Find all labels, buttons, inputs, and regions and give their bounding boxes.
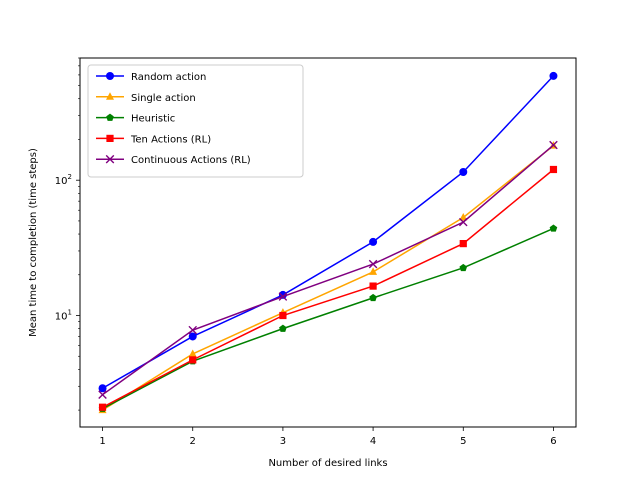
plot-border — [79, 57, 577, 428]
data-point — [188, 349, 197, 357]
data-point — [189, 356, 197, 364]
legend-marker — [106, 113, 114, 121]
data-point — [458, 217, 468, 227]
x-tick-label: 2 — [190, 436, 196, 447]
series-line — [102, 144, 554, 396]
data-point — [459, 167, 468, 176]
y-tick-label: 102 — [55, 173, 72, 187]
x-tick-label: 1 — [99, 436, 105, 447]
legend-marker — [106, 72, 114, 80]
data-point — [98, 403, 107, 411]
data-point — [369, 293, 377, 302]
legend-label: Ten Actions (RL) — [130, 134, 211, 145]
x-axis: 1 2 3 4 5 6 — [99, 427, 557, 447]
data-point — [549, 140, 558, 150]
legend-marker — [106, 134, 114, 142]
series-line — [102, 145, 554, 411]
data-point — [459, 263, 468, 272]
series-ten-actions-rl — [98, 165, 558, 411]
series-layer — [98, 71, 558, 414]
legend-marker — [105, 154, 115, 164]
data-point — [279, 311, 287, 320]
legend-box — [87, 64, 304, 178]
data-point — [98, 390, 107, 399]
y-axis: 101 102 — [55, 57, 80, 411]
legend-item: Continuous Actions (RL) — [96, 154, 251, 166]
legend-item: Ten Actions (RL) — [96, 134, 211, 145]
legend-label: Single action — [131, 93, 196, 104]
data-point — [369, 237, 378, 246]
data-point — [188, 332, 197, 341]
legend-label: Continuous Actions (RL) — [131, 155, 251, 166]
data-point — [369, 282, 377, 290]
series-line — [102, 168, 554, 408]
legend-marker — [106, 92, 114, 100]
series-line — [102, 227, 554, 410]
data-point — [459, 239, 467, 248]
legend-item: Heuristic — [96, 113, 175, 125]
data-point — [369, 267, 378, 275]
x-tick-label: 4 — [370, 436, 376, 447]
legend-item: Random action — [96, 72, 206, 83]
legend: Random action Single action Heuristic Ten A… — [87, 64, 304, 178]
data-point — [279, 324, 287, 332]
data-point — [459, 213, 468, 221]
data-point — [188, 325, 198, 335]
data-point — [549, 71, 558, 80]
x-axis-label: Number of desired links — [268, 458, 387, 469]
x-tick-label: 3 — [280, 436, 286, 447]
legend-label: Random action — [131, 72, 206, 83]
legend-label: Heuristic — [131, 114, 175, 125]
y-tick-label: 101 — [55, 309, 72, 323]
data-point — [549, 165, 558, 174]
data-point — [368, 259, 378, 269]
x-tick-label: 5 — [460, 436, 466, 447]
series-random-action — [98, 71, 558, 393]
data-point — [549, 224, 558, 232]
data-point — [98, 384, 107, 393]
series-line — [102, 75, 554, 389]
data-point — [278, 292, 288, 301]
x-tick-label: 6 — [550, 436, 556, 447]
legend-item: Single action — [96, 92, 196, 104]
y-axis-label: Mean time to completion (time steps) — [28, 148, 39, 337]
series-continuous-actions-rl — [98, 140, 558, 399]
